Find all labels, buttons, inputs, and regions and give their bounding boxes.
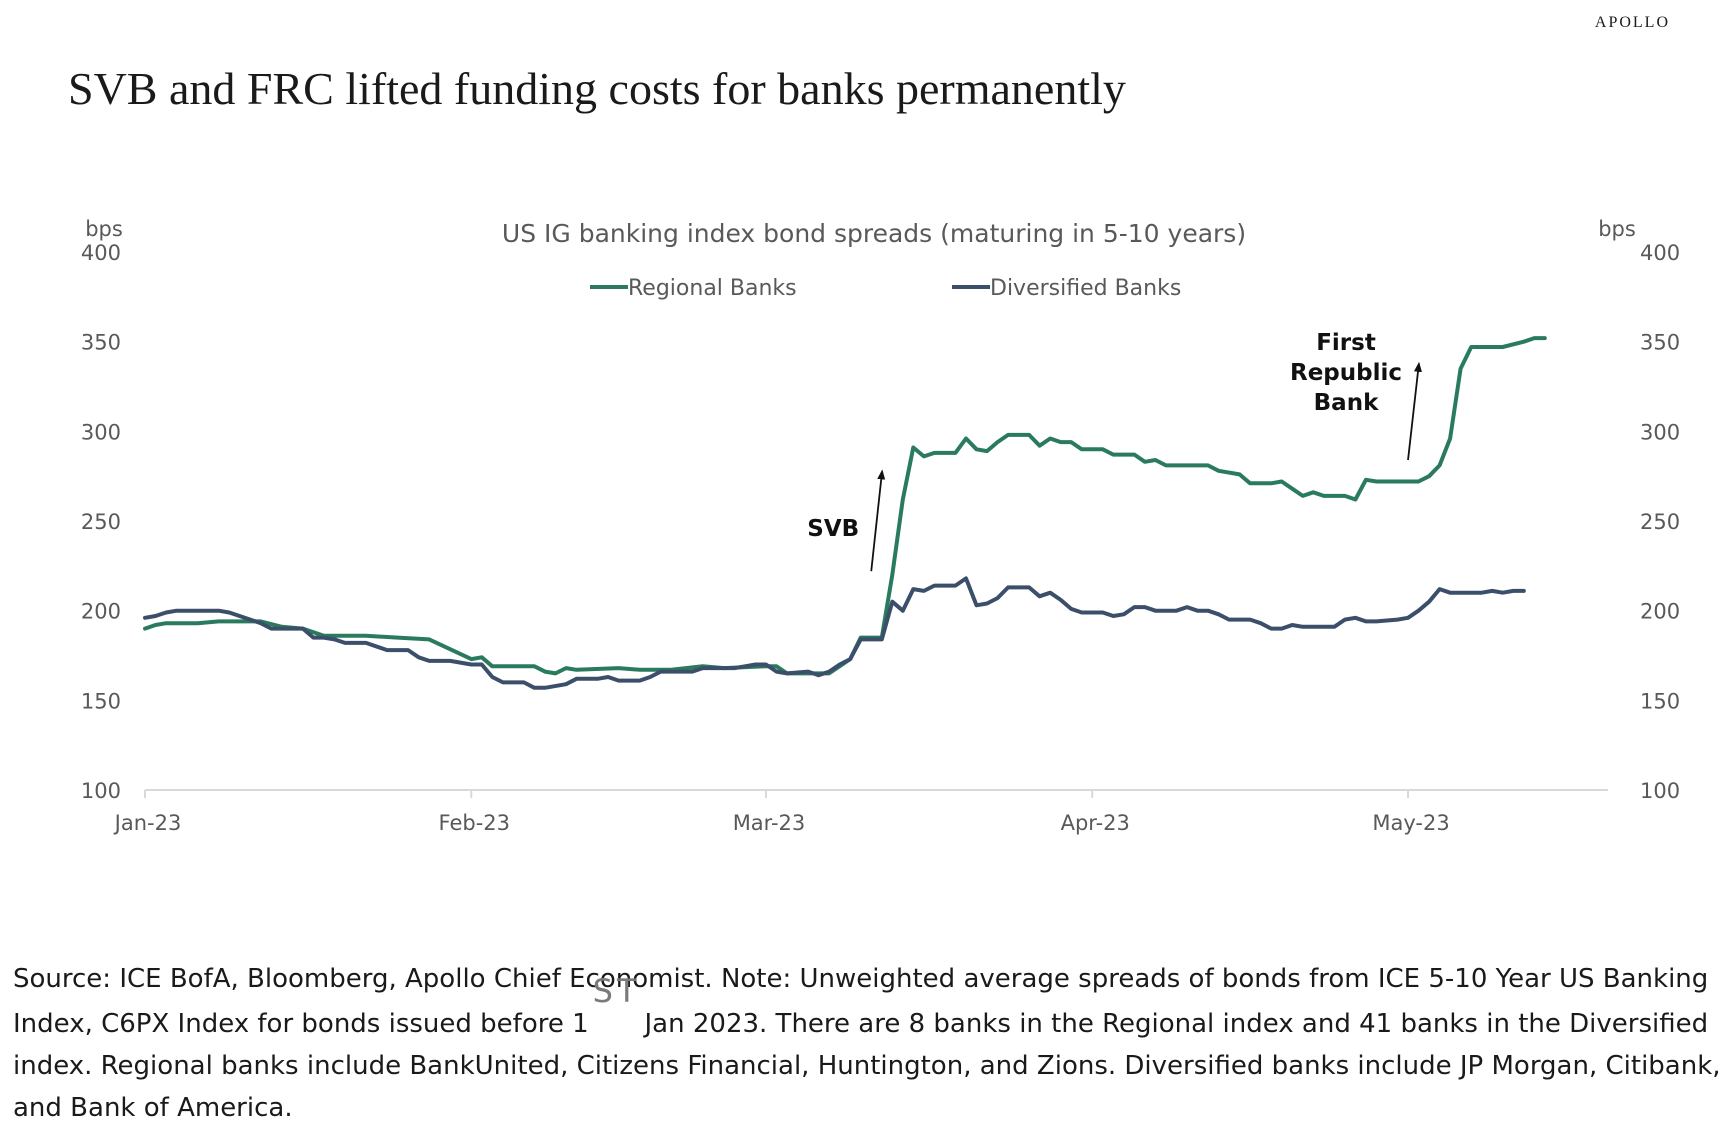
legend: Regional Banks Diversified Banks bbox=[590, 276, 1181, 301]
y-axis-label-left: bps bbox=[85, 217, 123, 241]
y-axis-left: 100 150 200 250 300 350 400 bbox=[81, 241, 121, 803]
y-tick-label-left: 300 bbox=[81, 420, 121, 444]
y-axis-label-right: bps bbox=[1598, 217, 1636, 241]
y-tick-label-left: 150 bbox=[81, 689, 121, 713]
y-tick-label-right: 250 bbox=[1640, 510, 1680, 534]
y-tick-label-right: 100 bbox=[1640, 779, 1680, 803]
series-line bbox=[143, 576, 1526, 690]
y-tick-label-right: 300 bbox=[1640, 420, 1680, 444]
x-tick-label: Jan-23 bbox=[113, 811, 182, 835]
page-title: SVB and FRC lifted funding costs for ban… bbox=[68, 63, 1126, 114]
x-tick-label: Feb-23 bbox=[439, 811, 510, 835]
annotation-label: First bbox=[1316, 330, 1376, 356]
y-tick-label-right: 200 bbox=[1640, 600, 1680, 624]
x-tick-label: Mar-23 bbox=[733, 811, 806, 835]
y-tick-label-left: 400 bbox=[81, 241, 121, 265]
x-axis: Jan-23 Feb-23 Mar-23 Apr-23 May-23 bbox=[113, 789, 1608, 835]
x-tick-label: Apr-23 bbox=[1061, 811, 1130, 835]
annotation-label: Republic bbox=[1290, 360, 1402, 386]
y-axis-right: 100 150 200 250 300 350 400 bbox=[1640, 241, 1680, 803]
source-text-after: Jan 2023. There are 8 banks in the Regio… bbox=[13, 1009, 1721, 1123]
annotation-arrow bbox=[870, 469, 886, 572]
brand-logo: APOLLO bbox=[1594, 14, 1670, 31]
series-group bbox=[143, 336, 1547, 690]
annotation-label: SVB bbox=[807, 516, 859, 542]
x-tick-label: May-23 bbox=[1372, 811, 1449, 835]
annotations: SVB First Republic Bank bbox=[807, 330, 1422, 572]
annotation-arrow bbox=[1407, 361, 1422, 461]
line-chart: US IG banking index bond spreads (maturi… bbox=[81, 217, 1680, 835]
y-tick-label-left: 250 bbox=[81, 510, 121, 534]
series-line bbox=[143, 336, 1547, 676]
y-tick-label-left: 350 bbox=[81, 331, 121, 355]
y-tick-label-right: 150 bbox=[1640, 689, 1680, 713]
y-tick-label-right: 400 bbox=[1640, 241, 1680, 265]
source-text-before: Source: ICE BofA, Bloomberg, Apollo Chie… bbox=[13, 964, 1709, 1039]
y-tick-label-right: 350 bbox=[1640, 331, 1680, 355]
chart-title: US IG banking index bond spreads (maturi… bbox=[502, 219, 1246, 248]
source-superscript: ST bbox=[592, 972, 641, 1010]
legend-label: Regional Banks bbox=[628, 276, 797, 301]
legend-label: Diversified Banks bbox=[990, 276, 1181, 301]
y-tick-label-left: 100 bbox=[81, 779, 121, 803]
source-note: Source: ICE BofA, Bloomberg, Apollo Chie… bbox=[13, 958, 1723, 1129]
annotation-label: Bank bbox=[1314, 390, 1379, 416]
y-tick-label-left: 200 bbox=[81, 600, 121, 624]
